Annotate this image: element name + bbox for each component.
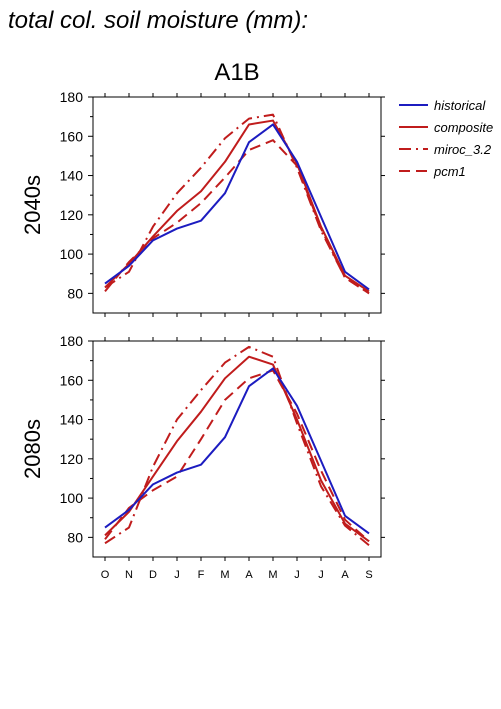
x-tick-label: M [268, 569, 277, 581]
x-tick-label: A [245, 569, 253, 581]
y-tick-label: 80 [67, 285, 83, 301]
panel-ylabel: 2040s [20, 175, 45, 235]
y-tick-label: 180 [60, 333, 84, 349]
series-line-composite [104, 355, 370, 543]
x-tick-label: J [318, 569, 324, 581]
legend: historical composite miroc_3.2 pcm1 [399, 98, 493, 179]
legend-label: pcm1 [433, 164, 466, 179]
y-tick-label: 80 [67, 529, 83, 545]
x-tick-label: J [174, 569, 180, 581]
series-line-historical [104, 123, 370, 291]
y-tick-label: 180 [60, 89, 84, 105]
series-line-miroc-3-2 [104, 345, 370, 546]
y-tick-label: 120 [60, 207, 84, 223]
series-line-pcm1 [104, 139, 370, 295]
plot-frame [92, 96, 382, 314]
x-tick-label: M [220, 569, 229, 581]
x-tick-label: D [149, 569, 157, 581]
legend-label: miroc_3.2 [434, 142, 492, 157]
y-tick-label: 160 [60, 128, 84, 144]
x-tick-label: A [341, 569, 349, 581]
series-line-miroc-3-2 [104, 113, 370, 295]
series-line-composite [104, 119, 370, 293]
x-tick-label: S [365, 569, 372, 581]
y-tick-label: 120 [60, 451, 84, 467]
y-tick-label: 140 [60, 412, 84, 428]
scenario-title: A1B [214, 59, 259, 86]
legend-label: composite [434, 120, 493, 135]
y-tick-label: 140 [60, 168, 84, 184]
panel-2040s: 80 100 120 140 160 180 2040s [20, 89, 385, 317]
x-tick-label: O [101, 569, 110, 581]
panel-2080s: 80 100 120 140 160 180 O N D J F M A M J J A S 2080s [20, 333, 385, 581]
panel-ylabel: 2080s [20, 419, 45, 479]
x-tick-label: N [125, 569, 133, 581]
y-tick-label: 100 [60, 490, 84, 506]
x-tick-label: J [294, 569, 300, 581]
series-line-pcm1 [104, 369, 370, 543]
x-tick-label: F [198, 569, 205, 581]
y-tick-label: 100 [60, 246, 84, 262]
legend-label: historical [434, 98, 486, 113]
plot-frame [92, 340, 382, 558]
series-line-historical [104, 367, 370, 535]
y-tick-label: 160 [60, 372, 84, 388]
figure-title: total col. soil moisture (mm): [8, 7, 308, 34]
